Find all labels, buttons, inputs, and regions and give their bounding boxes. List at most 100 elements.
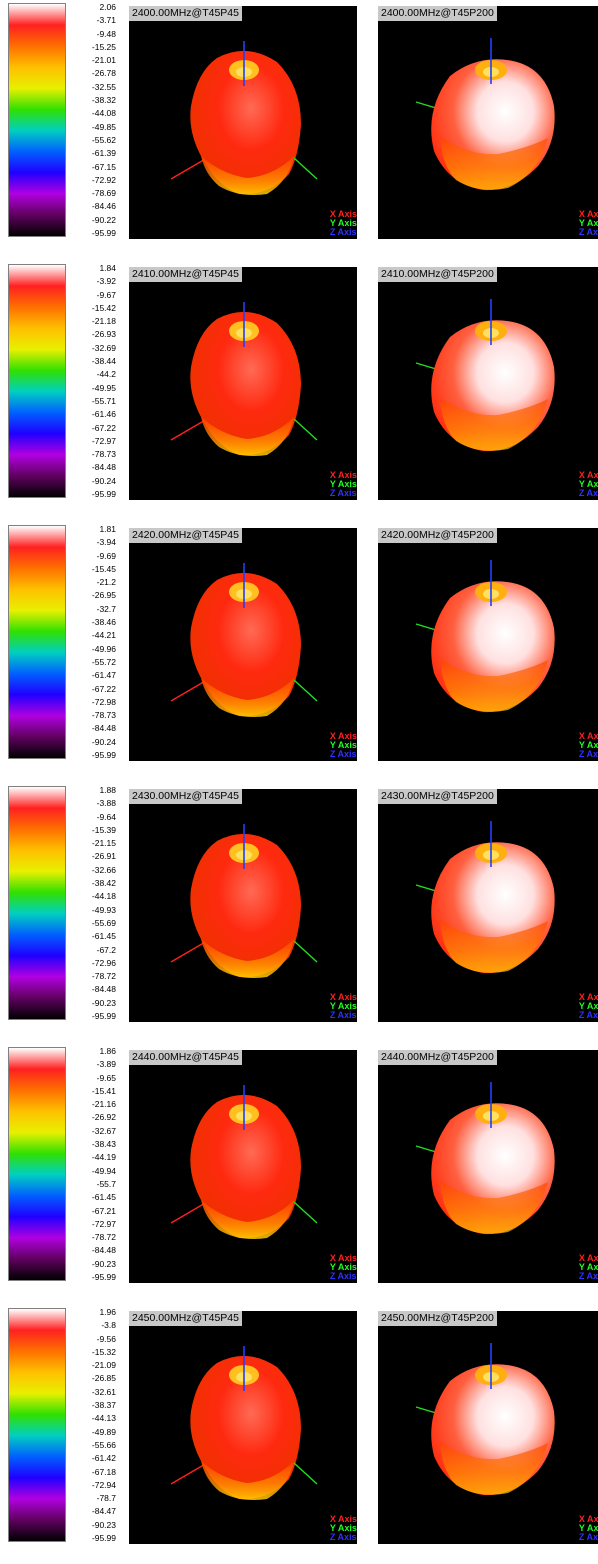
pattern-3d-plot [170, 824, 318, 978]
panel-title: 2440.00MHz@T45P200 [378, 1050, 497, 1065]
y-axis-legend-label: Y Axis [329, 1001, 357, 1011]
scale-tick-label: -84.48 [91, 1245, 116, 1256]
scale-tick-label: -95.99 [91, 489, 116, 499]
color-scale: 1.86 -3.89 -9.65 -15.41 -21.16 -26.92 -32.67 -3… [6, 1045, 118, 1283]
scale-tick-label: -49.95 [91, 382, 116, 393]
color-scale: 1.84 -3.92 -9.67 -15.42 -21.18 -26.93 -32.69 -3… [6, 262, 118, 500]
z-axis-legend-label: Z Axis [329, 749, 357, 759]
scale-tick-label: -49.89 [91, 1426, 116, 1437]
scale-tick-label: -32.69 [91, 342, 116, 353]
color-scale-bar [8, 1308, 66, 1542]
scale-tick-label: 1.88 [99, 785, 116, 795]
z-axis-legend-label: Z Axis [578, 488, 598, 498]
scale-tick-label: -90.22 [91, 214, 116, 225]
pattern-3d-plot [415, 38, 555, 191]
radiation-pattern-surface [190, 50, 301, 195]
x-axis-legend-label: X Axis [578, 992, 598, 1002]
pattern-3d-plot [415, 1082, 555, 1235]
z-axis-legend-label: Z Axis [578, 749, 598, 759]
scale-tick-label: -78.69 [91, 188, 116, 199]
y-axis-line [415, 1145, 437, 1153]
scale-tick-label: -67.15 [91, 161, 116, 172]
scale-tick-label: -26.85 [91, 1373, 116, 1384]
x-axis-legend-label: X Axis [329, 731, 357, 741]
pattern-row: 1.86 -3.89 -9.65 -15.41 -21.16 -26.92 -32.67 -3… [0, 1045, 598, 1292]
scale-tick-label: -15.41 [91, 1085, 116, 1096]
scale-tick-label: -61.47 [91, 670, 116, 681]
scale-tick-label: -95.99 [91, 1272, 116, 1282]
y-axis-legend-label: Y Axis [578, 479, 598, 489]
scale-tick-label: -21.01 [91, 55, 116, 66]
scale-tick-label: -78.73 [91, 449, 116, 460]
color-scale-values: 1.96 -3.8 -9.56 -15.32 -21.09 -26.85 -32.61 -38… [68, 1307, 116, 1543]
scale-tick-label: -67.22 [91, 683, 116, 694]
scale-tick-label: 1.84 [99, 263, 116, 273]
panel-title: 2430.00MHz@T45P45 [129, 789, 242, 804]
scale-tick-label: -3.89 [96, 1059, 116, 1070]
scale-tick-label: -15.45 [91, 563, 116, 574]
color-scale-values: 2.06 -3.71 -9.48 -15.25 -21.01 -26.78 -32.55 -3… [68, 2, 116, 238]
scale-tick-label: -61.45 [91, 1192, 116, 1203]
scale-tick-label: -61.42 [91, 1453, 116, 1464]
scale-tick-label: -55.66 [91, 1439, 116, 1450]
scale-tick-label: -38.32 [91, 95, 116, 106]
pattern-3d-plot [170, 1085, 318, 1239]
y-axis-line [293, 157, 318, 180]
scale-tick-label: -90.23 [91, 1519, 116, 1530]
z-axis-legend-label: Z Axis [329, 1010, 357, 1020]
y-axis-legend-label: Y Axis [578, 1262, 598, 1272]
scale-tick-label: -61.45 [91, 931, 116, 942]
x-axis-legend-label: X Axis [329, 209, 357, 219]
scale-tick-label: -9.64 [96, 811, 116, 822]
scale-tick-label: -26.78 [91, 68, 116, 79]
scale-tick-label: -95.99 [91, 1011, 116, 1021]
pattern-3d-plot [415, 299, 555, 452]
pattern-3d-plot [170, 563, 318, 717]
scale-tick-label: -49.85 [91, 121, 116, 132]
scale-tick-label: -78.72 [91, 1232, 116, 1243]
scale-tick-label: -15.42 [91, 302, 116, 313]
color-scale-values: 1.81 -3.94 -9.69 -15.45 -21.2 -26.95 -32.7 -38.… [68, 524, 116, 760]
scale-tick-label: -95.99 [91, 228, 116, 238]
scale-tick-label: -32.61 [91, 1386, 116, 1397]
scale-tick-label: -55.7 [96, 1178, 116, 1189]
scale-tick-label: -90.24 [91, 475, 116, 486]
scale-tick-label: -95.99 [91, 1533, 116, 1543]
color-scale-bar [8, 786, 66, 1020]
y-axis-legend-label: Y Axis [578, 1523, 598, 1533]
x-axis-legend-label: X Axis [578, 209, 598, 219]
scale-tick-label: -67.18 [91, 1466, 116, 1477]
scale-tick-label: -26.93 [91, 329, 116, 340]
scale-tick-label: -38.42 [91, 878, 116, 889]
scale-tick-label: -26.95 [91, 590, 116, 601]
scale-tick-label: -9.65 [96, 1072, 116, 1083]
color-scale-bar [8, 1047, 66, 1281]
panel-title: 2400.00MHz@T45P200 [378, 6, 497, 21]
panel-title: 2450.00MHz@T45P200 [378, 1311, 497, 1326]
y-axis-line [415, 884, 437, 892]
scale-tick-label: -84.46 [91, 201, 116, 212]
scale-tick-label: -32.55 [91, 81, 116, 92]
panel-title: 2450.00MHz@T45P45 [129, 1311, 242, 1326]
y-axis-legend-label: Y Axis [329, 218, 357, 228]
y-axis-legend-label: Y Axis [578, 218, 598, 228]
pattern-row: 1.81 -3.94 -9.69 -15.45 -21.2 -26.95 -32.7 -38.… [0, 523, 598, 770]
scale-tick-label: -49.96 [91, 643, 116, 654]
x-axis-legend-label: X Axis [578, 470, 598, 480]
scale-tick-label: -26.91 [91, 851, 116, 862]
color-scale-bar [8, 3, 66, 237]
scale-tick-label: -84.48 [91, 723, 116, 734]
scale-tick-label: -84.48 [91, 462, 116, 473]
color-scale: 1.88 -3.88 -9.64 -15.39 -21.15 -26.91 -32.66 -3… [6, 784, 118, 1022]
y-axis-line [293, 1201, 318, 1224]
y-axis-line [415, 623, 437, 631]
color-scale-values: 1.86 -3.89 -9.65 -15.41 -21.16 -26.92 -32.67 -3… [68, 1046, 116, 1282]
scale-tick-label: -67.21 [91, 1205, 116, 1216]
scale-tick-label: -72.92 [91, 174, 116, 185]
scale-tick-label: -3.94 [96, 537, 116, 548]
pattern-3d-plot [170, 41, 318, 195]
scale-tick-label: -67.22 [91, 422, 116, 433]
z-axis-legend-label: Z Axis [329, 1532, 357, 1542]
